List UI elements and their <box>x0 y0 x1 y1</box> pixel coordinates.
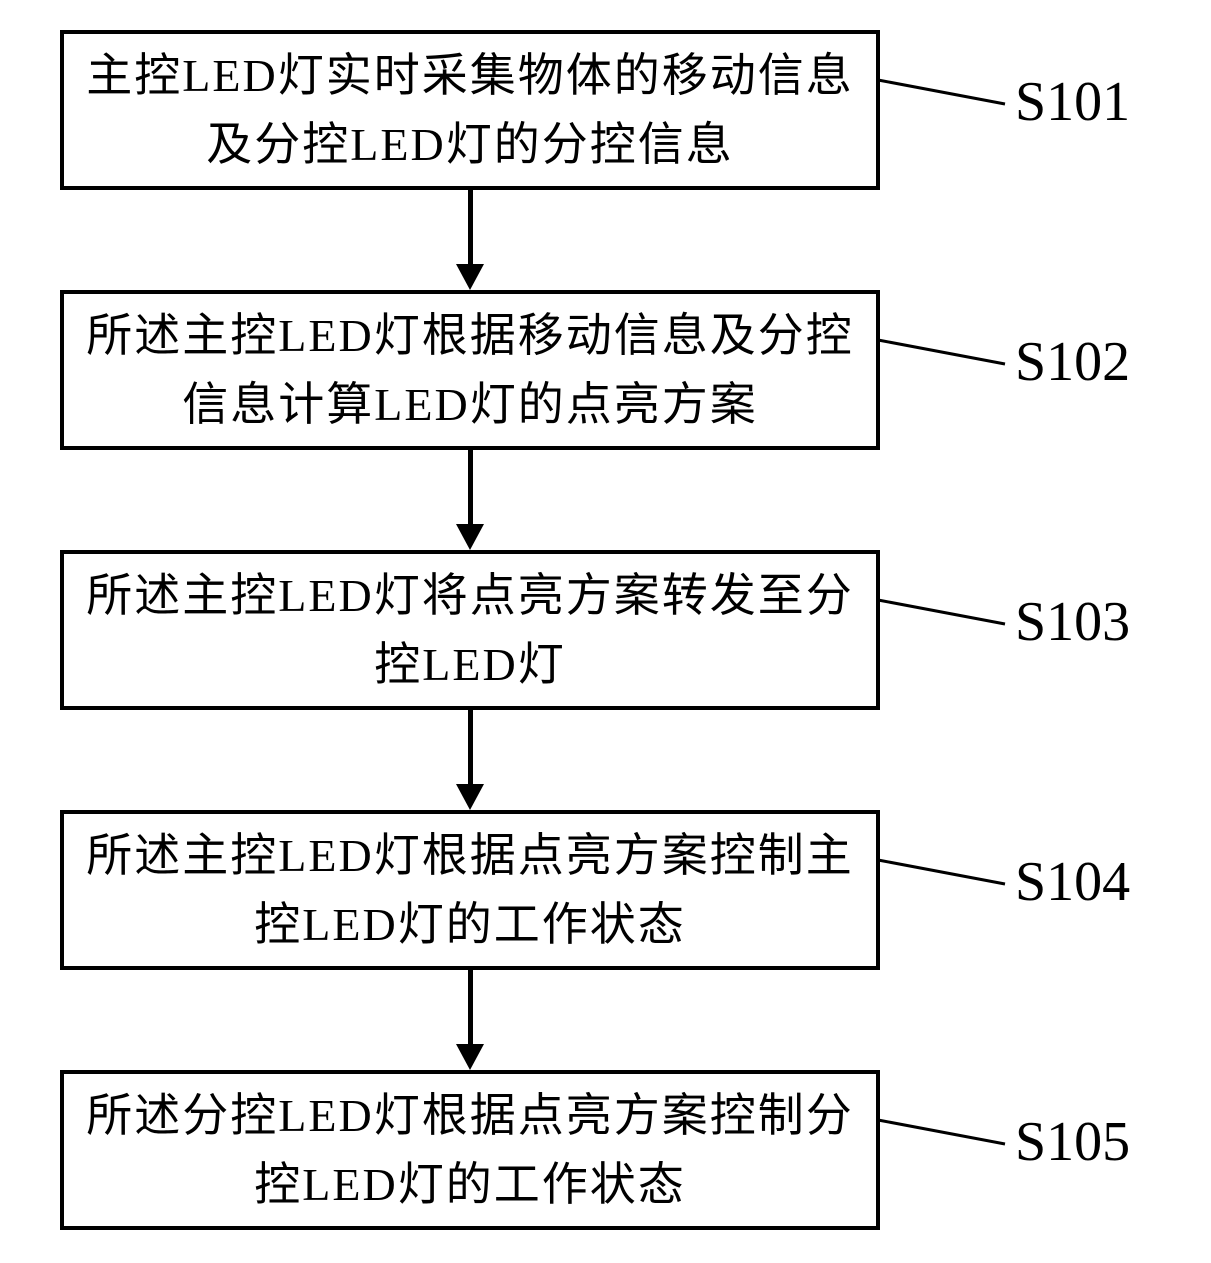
arrow-line <box>468 710 473 786</box>
arrow-head-icon <box>456 1044 484 1070</box>
flow-node-text: 所述主控LED灯根据移动信息及分控信息计算LED灯的点亮方案 <box>84 301 856 439</box>
flow-node-s101: 主控LED灯实时采集物体的移动信息及分控LED灯的分控信息 <box>60 30 880 190</box>
flowchart-canvas: 主控LED灯实时采集物体的移动信息及分控LED灯的分控信息 所述主控LED灯根据… <box>0 0 1211 1263</box>
arrow-line <box>468 190 473 266</box>
arrow-line <box>468 450 473 526</box>
flow-node-text: 主控LED灯实时采集物体的移动信息及分控LED灯的分控信息 <box>84 41 856 179</box>
step-label-s105: S105 <box>1015 1110 1130 1174</box>
flow-node-s104: 所述主控LED灯根据点亮方案控制主控LED灯的工作状态 <box>60 810 880 970</box>
arrow-head-icon <box>456 264 484 290</box>
step-label-s104: S104 <box>1015 850 1130 914</box>
step-label-s103: S103 <box>1015 590 1130 654</box>
arrow-line <box>468 970 473 1046</box>
flow-node-s102: 所述主控LED灯根据移动信息及分控信息计算LED灯的点亮方案 <box>60 290 880 450</box>
step-label-s101: S101 <box>1015 70 1130 134</box>
flow-node-text: 所述分控LED灯根据点亮方案控制分控LED灯的工作状态 <box>84 1081 856 1219</box>
arrow-head-icon <box>456 784 484 810</box>
flow-node-text: 所述主控LED灯根据点亮方案控制主控LED灯的工作状态 <box>84 821 856 959</box>
flow-node-s105: 所述分控LED灯根据点亮方案控制分控LED灯的工作状态 <box>60 1070 880 1230</box>
arrow-head-icon <box>456 524 484 550</box>
step-label-s102: S102 <box>1015 330 1130 394</box>
flow-node-text: 所述主控LED灯将点亮方案转发至分控LED灯 <box>84 561 856 699</box>
flow-node-s103: 所述主控LED灯将点亮方案转发至分控LED灯 <box>60 550 880 710</box>
